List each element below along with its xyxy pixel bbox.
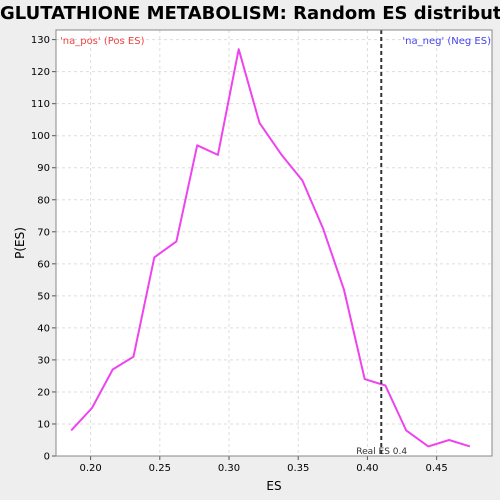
plot-frame <box>55 29 493 457</box>
neg-es-annotation: 'na_neg' (Neg ES) <box>402 36 491 47</box>
y-tick-label: 20 <box>37 387 50 398</box>
chart-title: GLUTATHIONE METABOLISM: Random ES distri… <box>0 3 500 24</box>
x-tick-label: 0.45 <box>426 463 448 474</box>
y-tick-label: 110 <box>31 99 50 110</box>
x-axis-ticks: 0.20 0.25 0.30 0.35 0.40 0.45 <box>79 456 448 474</box>
plot-area <box>56 30 492 456</box>
y-tick-label: 100 <box>31 131 50 142</box>
y-tick-label: 130 <box>31 35 50 46</box>
y-tick-label: 70 <box>37 227 50 238</box>
x-tick-label: 0.40 <box>356 463 378 474</box>
x-axis-label: ES <box>266 479 281 493</box>
x-tick-label: 0.20 <box>79 463 101 474</box>
x-tick-label: 0.30 <box>218 463 240 474</box>
y-tick-label: 80 <box>37 195 50 206</box>
y-tick-label: 30 <box>37 355 50 366</box>
y-axis-ticks: 0 10 20 30 40 50 60 70 80 90 100 110 120 130 <box>31 35 56 463</box>
series-line <box>70 48 471 448</box>
y-tick-label: 50 <box>37 291 50 302</box>
y-tick-label: 90 <box>37 163 50 174</box>
y-tick-label: 0 <box>44 452 50 463</box>
x-tick-label: 0.25 <box>149 463 171 474</box>
x-tick-label: 0.35 <box>287 463 309 474</box>
y-tick-label: 60 <box>37 259 50 270</box>
y-tick-label: 40 <box>37 323 50 334</box>
y-tick-label: 10 <box>37 419 50 430</box>
y-tick-label: 120 <box>31 67 50 78</box>
pos-es-annotation: 'na_pos' (Pos ES) <box>60 36 145 47</box>
y-axis-label: P(ES) <box>13 227 27 259</box>
real-es-label: Real ES 0.4 <box>356 447 407 457</box>
